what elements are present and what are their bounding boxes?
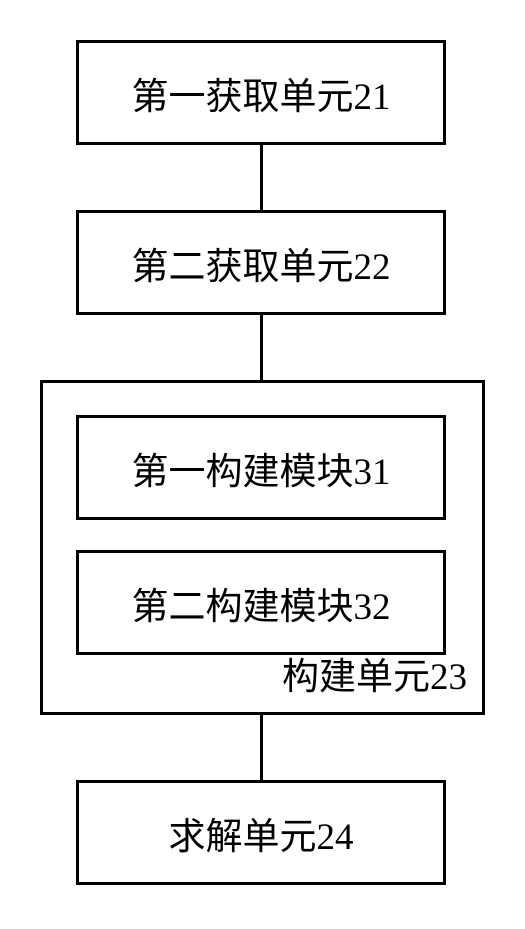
edge-container-n4 [260, 715, 263, 780]
node-acquire-unit-2: 第二获取单元22 [76, 210, 446, 315]
node-build-module-2: 第二构建模块32 [76, 550, 446, 655]
node-label: 第二获取单元22 [132, 236, 391, 290]
node-label: 第二构建模块32 [132, 576, 391, 630]
node-label: 第一获取单元21 [132, 66, 391, 120]
node-acquire-unit-1: 第一获取单元21 [76, 40, 446, 145]
edge-n2-container [260, 315, 263, 380]
node-label: 第一构建模块31 [132, 441, 391, 495]
flowchart-canvas: 第一获取单元21 第二获取单元22 构建单元23 第一构建模块31 第二构建模块… [0, 0, 525, 929]
node-build-module-1: 第一构建模块31 [76, 415, 446, 520]
node-label: 求解单元24 [169, 806, 354, 860]
edge-n1-n2 [260, 145, 263, 210]
node-solve-unit: 求解单元24 [76, 780, 446, 885]
